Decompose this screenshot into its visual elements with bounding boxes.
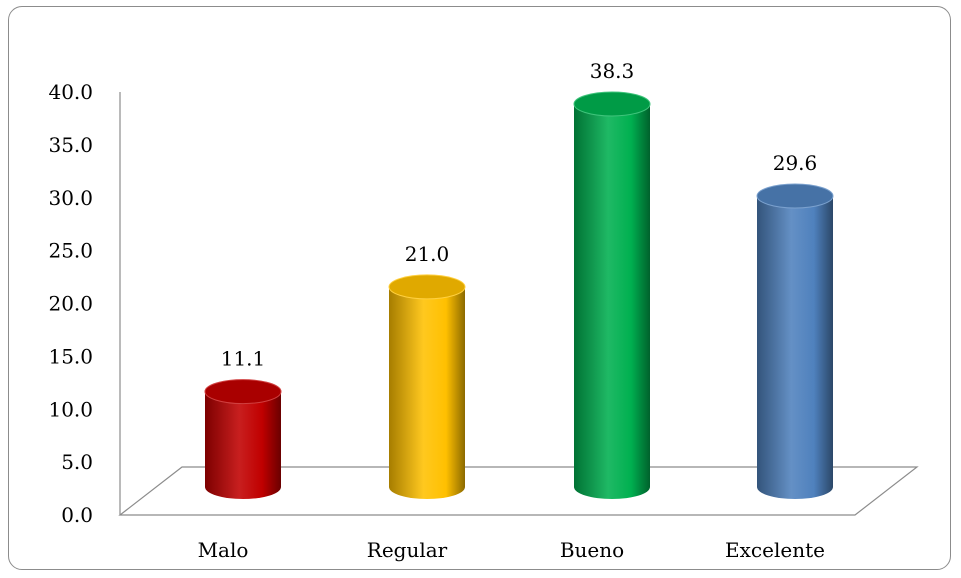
chart-axes xyxy=(118,92,919,516)
y-tick-label: 5.0 xyxy=(61,450,93,474)
data-label: 29.6 xyxy=(773,151,818,175)
bar-malo xyxy=(204,379,282,499)
y-tick-label: 10.0 xyxy=(48,397,93,421)
category-label: Malo xyxy=(198,538,249,562)
bar-top xyxy=(573,91,651,117)
y-tick-label: 15.0 xyxy=(48,344,93,368)
bar-top xyxy=(204,379,282,405)
category-label: Regular xyxy=(367,538,448,562)
y-tick-label: 35.0 xyxy=(48,133,93,157)
data-label: 21.0 xyxy=(405,242,450,266)
chart-bars xyxy=(204,91,834,500)
bar-regular xyxy=(388,274,466,499)
bar-body xyxy=(757,195,833,500)
y-tick-label: 20.0 xyxy=(48,292,93,316)
data-labels: 11.1 21.0 38.3 29.6 xyxy=(221,59,818,371)
data-label: 38.3 xyxy=(590,59,635,83)
category-label: Excelente xyxy=(725,538,825,562)
y-tick-labels: 0.0 5.0 10.0 15.0 20.0 25.0 30.0 35.0 40.0 xyxy=(48,80,93,527)
bar-excelente xyxy=(756,183,834,500)
bar-body xyxy=(389,286,465,499)
bar-top xyxy=(756,183,834,209)
data-label: 11.1 xyxy=(221,347,266,371)
floor-plane xyxy=(118,466,919,516)
y-tick-label: 0.0 xyxy=(61,503,93,527)
y-tick-label: 40.0 xyxy=(48,80,93,104)
bar-body xyxy=(574,103,650,499)
bar-body xyxy=(205,391,281,499)
category-labels: Malo Regular Bueno Excelente xyxy=(198,538,825,562)
y-tick-label: 25.0 xyxy=(48,239,93,263)
category-label: Bueno xyxy=(560,538,624,562)
bar-top xyxy=(388,274,466,300)
y-tick-label: 30.0 xyxy=(48,186,93,210)
bar-bueno xyxy=(573,91,651,499)
